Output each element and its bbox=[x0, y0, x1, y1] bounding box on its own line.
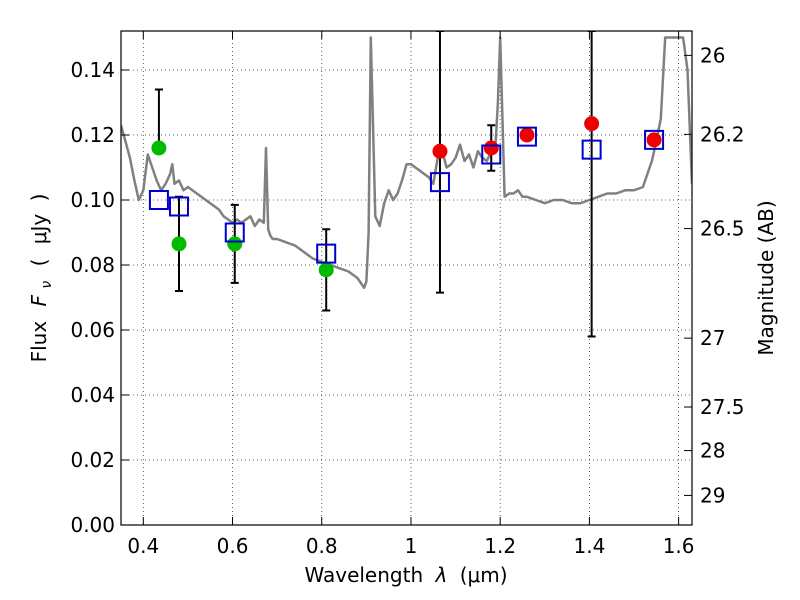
model-flux-square bbox=[316, 243, 337, 264]
data-point bbox=[432, 143, 448, 159]
y-tick-label: 0.04 bbox=[70, 383, 115, 407]
data-point bbox=[646, 132, 662, 148]
data-point bbox=[171, 236, 187, 252]
y-tick-label: 0.02 bbox=[70, 448, 115, 472]
x-axis-title-text: Wavelength bbox=[304, 563, 423, 587]
model-flux-square bbox=[148, 190, 169, 210]
model-flux-square bbox=[481, 144, 502, 165]
x-axis-title: Wavelength λ (μm) bbox=[304, 563, 507, 587]
plot-background bbox=[121, 31, 692, 525]
y-axis-title-subscript: ν bbox=[39, 281, 55, 289]
y2-tick-label: 27.5 bbox=[700, 395, 745, 419]
y-axis-title-symbol: F bbox=[27, 294, 51, 306]
model-flux-square bbox=[429, 172, 450, 193]
x-tick-label: 0.6 bbox=[217, 534, 249, 558]
y-tick-label: 0.12 bbox=[70, 123, 115, 147]
data-point bbox=[483, 140, 499, 156]
y2-tick-label: 28 bbox=[700, 439, 725, 463]
data-point bbox=[151, 140, 167, 156]
y-tick-label: 0.06 bbox=[70, 318, 115, 342]
x-tick-label: 1.6 bbox=[663, 534, 695, 558]
y2-tick-label: 27 bbox=[700, 326, 725, 350]
y-axis-title-text: Flux bbox=[27, 321, 51, 363]
y-axis-title: Flux F ν ( μJy ) bbox=[27, 194, 56, 363]
y-tick-label: 0.08 bbox=[70, 253, 115, 277]
data-point bbox=[318, 262, 334, 278]
data-layer bbox=[121, 31, 692, 338]
y2-tick-label: 26.2 bbox=[700, 122, 745, 146]
y-tick-label: 0.00 bbox=[70, 513, 115, 537]
x-tick-label: 1.4 bbox=[573, 534, 605, 558]
y-axis-title-open: ( bbox=[27, 259, 51, 267]
x-tick-label: 1.2 bbox=[484, 534, 516, 558]
model-flux-square bbox=[168, 196, 189, 217]
model-flux-square bbox=[516, 126, 537, 147]
y-axis-title-unit: μJy bbox=[27, 214, 51, 245]
model-flux-square bbox=[224, 222, 245, 243]
data-point bbox=[227, 236, 243, 252]
x-axis-title-symbol: λ bbox=[435, 563, 448, 587]
plot-frame bbox=[120, 30, 693, 526]
y-tick-label: 0.10 bbox=[70, 188, 115, 212]
data-point bbox=[584, 116, 600, 132]
sed-model-line bbox=[121, 36, 692, 290]
y-axis-title-close: ) bbox=[27, 194, 51, 202]
y2-tick-label: 26.5 bbox=[700, 217, 745, 241]
y2-tick-label: 26 bbox=[700, 43, 725, 67]
x-tick-label: 0.8 bbox=[306, 534, 338, 558]
data-point bbox=[519, 127, 535, 143]
model-flux-square bbox=[644, 129, 665, 150]
y2-tick-label: 29 bbox=[700, 483, 725, 507]
y-tick-label: 0.14 bbox=[70, 58, 115, 82]
x-tick-label: 0.4 bbox=[127, 534, 159, 558]
model-flux-square bbox=[581, 139, 602, 160]
x-tick-label: 1 bbox=[405, 534, 418, 558]
x-axis-title-unit: (μm) bbox=[460, 563, 508, 587]
ticks: 0.4 0.6 0.8 1 1.2 1.4 1.6 0.00 0.02 0.04 0.06 0.08 0… bbox=[70, 31, 745, 558]
y2-axis-title: Magnitude (AB) bbox=[754, 200, 778, 355]
